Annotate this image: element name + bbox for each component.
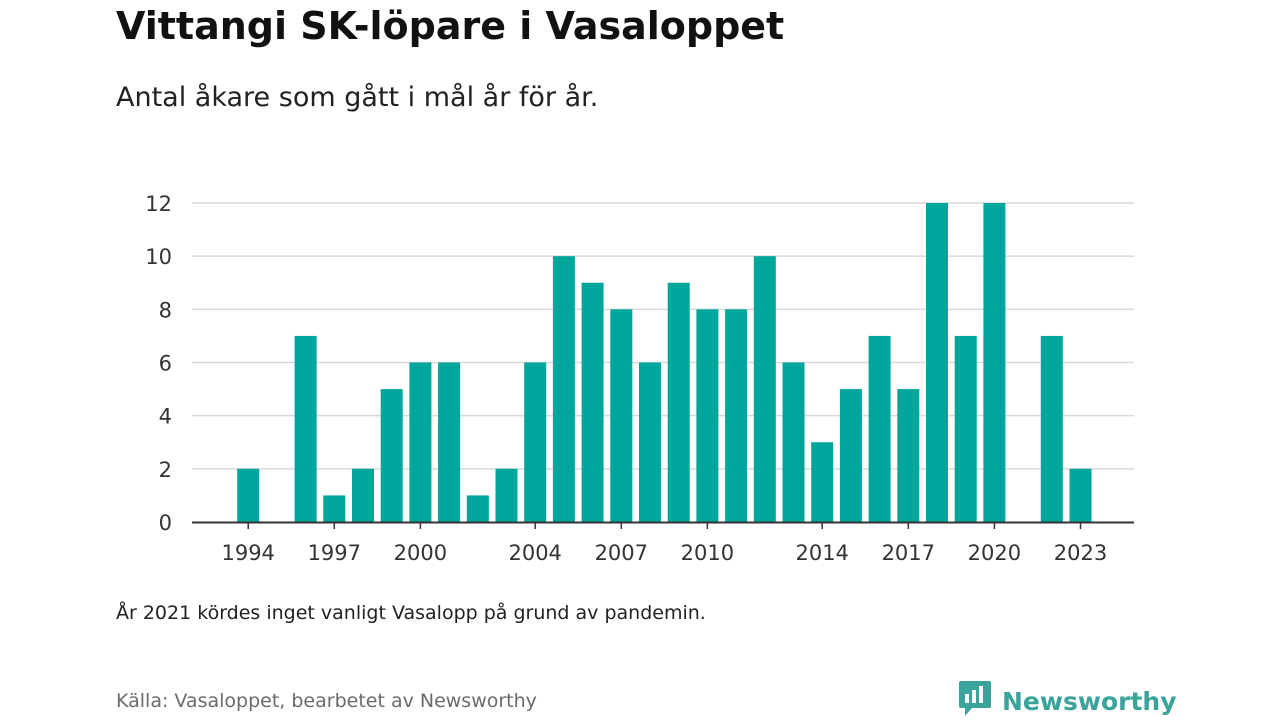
brand-logo[interactable]: Newsworthy xyxy=(958,680,1177,722)
y-tick-label: 12 xyxy=(145,192,172,216)
y-tick-label: 10 xyxy=(145,245,172,269)
y-tick-label: 6 xyxy=(159,352,172,376)
y-tick-label: 0 xyxy=(159,511,172,535)
bar-2019[interactable] xyxy=(954,335,977,522)
bars xyxy=(237,203,1092,523)
bar-2007[interactable] xyxy=(610,309,633,522)
bar-chart: 0 2 4 6 8 10 12 1994 1997 2000 2004 2007 2010 2014 20… xyxy=(145,192,1134,565)
source-text: Källa: Vasaloppet, bearbetet av Newswort… xyxy=(116,690,537,712)
bar-1998[interactable] xyxy=(352,468,374,522)
bar-2008[interactable] xyxy=(639,362,661,523)
bar-2023[interactable] xyxy=(1069,468,1092,522)
bar-2017[interactable] xyxy=(897,389,920,522)
bar-2013[interactable] xyxy=(782,362,805,523)
chart-subtitle: Antal åkare som gått i mål år för år. xyxy=(116,82,599,113)
bar-2006[interactable] xyxy=(581,282,604,522)
x-tick-label: 2014 xyxy=(795,541,848,565)
chart-note: År 2021 kördes inget vanligt Vasalopp på… xyxy=(116,602,706,624)
bar-1994[interactable] xyxy=(237,468,260,522)
brand-name: Newsworthy xyxy=(1002,686,1177,716)
x-tick-label: 2007 xyxy=(595,541,648,565)
bar-2020[interactable] xyxy=(983,203,1006,522)
bar-1997[interactable] xyxy=(323,495,346,522)
x-tick-label: 2023 xyxy=(1054,541,1107,565)
x-axis-ticks: 1994 1997 2000 2004 2007 2010 2014 2017 2020 2023 xyxy=(221,522,1107,565)
bar-2005[interactable] xyxy=(552,256,575,522)
bar-1996[interactable] xyxy=(294,335,317,522)
bar-2015[interactable] xyxy=(839,389,862,522)
bar-2001[interactable] xyxy=(438,362,461,523)
bar-2000[interactable] xyxy=(409,362,432,523)
y-tick-label: 8 xyxy=(159,298,172,322)
x-tick-label: 2010 xyxy=(681,541,734,565)
bar-2009[interactable] xyxy=(667,282,690,522)
bar-2022[interactable] xyxy=(1040,335,1063,522)
bar-2002[interactable] xyxy=(466,495,489,522)
x-tick-label: 1994 xyxy=(221,541,274,565)
x-tick-label: 2017 xyxy=(882,541,935,565)
bar-2003[interactable] xyxy=(495,468,518,522)
bar-2016[interactable] xyxy=(868,335,891,522)
bar-2011[interactable] xyxy=(725,309,748,522)
x-tick-label: 2004 xyxy=(508,541,561,565)
y-tick-label: 2 xyxy=(159,458,172,482)
newsworthy-logo-icon xyxy=(958,680,992,722)
y-tick-label: 4 xyxy=(159,405,172,429)
gridlines xyxy=(192,202,1134,470)
x-tick-label: 2000 xyxy=(394,541,447,565)
bar-1999[interactable] xyxy=(380,389,403,522)
bar-2004[interactable] xyxy=(524,362,547,523)
bar-2012[interactable] xyxy=(753,256,776,522)
bar-2010[interactable] xyxy=(696,309,719,522)
bar-2014[interactable] xyxy=(811,442,834,522)
bar-2018[interactable] xyxy=(926,203,948,522)
chart-title: Vittangi SK-löpare i Vasaloppet xyxy=(116,4,785,48)
x-tick-label: 2020 xyxy=(968,541,1021,565)
y-axis-ticks: 0 2 4 6 8 10 12 xyxy=(145,192,172,535)
x-tick-label: 1997 xyxy=(308,541,361,565)
